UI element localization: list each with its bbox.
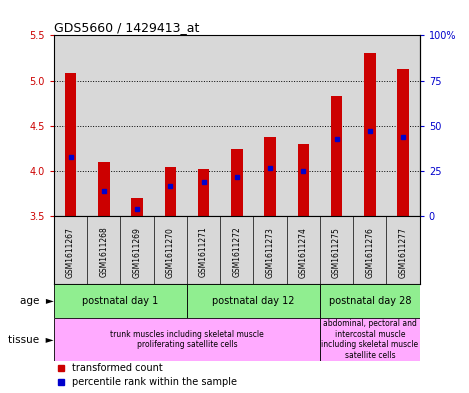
Text: trunk muscles including skeletal muscle
proliferating satellite cells: trunk muscles including skeletal muscle …	[110, 330, 264, 349]
Text: age  ►: age ►	[20, 296, 54, 307]
Text: postnatal day 1: postnatal day 1	[83, 296, 159, 307]
Text: GSM1611271: GSM1611271	[199, 227, 208, 277]
Bar	[320, 285, 420, 318]
Bar	[265, 137, 276, 217]
Bar	[54, 285, 187, 318]
Text: GSM1611275: GSM1611275	[332, 227, 341, 277]
Bar	[331, 96, 342, 217]
Bar	[98, 162, 110, 217]
Text: GDS5660 / 1429413_at: GDS5660 / 1429413_at	[54, 21, 199, 34]
Bar	[320, 318, 420, 361]
Text: postnatal day 12: postnatal day 12	[212, 296, 295, 307]
Text: GSM1611270: GSM1611270	[166, 227, 175, 277]
Text: GSM1611267: GSM1611267	[66, 227, 75, 277]
Text: GSM1611272: GSM1611272	[232, 227, 242, 277]
Text: percentile rank within the sample: percentile rank within the sample	[72, 377, 237, 387]
Text: GSM1611277: GSM1611277	[399, 227, 408, 277]
Bar	[131, 198, 143, 217]
Text: GSM1611274: GSM1611274	[299, 227, 308, 277]
Bar	[187, 285, 320, 318]
Bar	[65, 73, 76, 217]
Text: transformed count: transformed count	[72, 363, 163, 373]
Bar	[231, 149, 242, 217]
Text: GSM1611269: GSM1611269	[133, 227, 142, 277]
Bar	[397, 69, 409, 217]
Bar	[198, 169, 209, 217]
Bar	[54, 318, 320, 361]
Text: GSM1611273: GSM1611273	[265, 227, 275, 277]
Bar	[364, 53, 376, 217]
Text: abdominal, pectoral and
intercostal muscle
including skeletal muscle
satellite c: abdominal, pectoral and intercostal musc…	[321, 320, 418, 360]
Bar	[165, 167, 176, 217]
Text: GSM1611276: GSM1611276	[365, 227, 374, 277]
Text: tissue  ►: tissue ►	[8, 334, 54, 345]
Text: GSM1611268: GSM1611268	[99, 227, 108, 277]
Bar	[297, 144, 309, 217]
Text: postnatal day 28: postnatal day 28	[329, 296, 411, 307]
